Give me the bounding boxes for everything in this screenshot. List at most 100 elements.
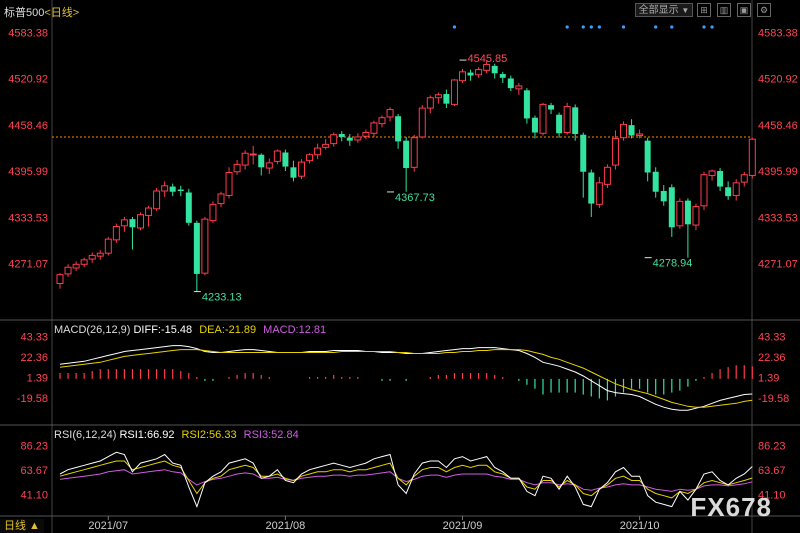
candle-up bbox=[708, 170, 716, 176]
rsi2-value: RSI2:56.33 bbox=[181, 429, 237, 441]
candle-down bbox=[169, 186, 176, 192]
macd-pane: 43.33 43.33 22.36 22.36 1.39 1.39 -19.58 -19.58 bbox=[17, 332, 789, 411]
rsi1-line bbox=[59, 451, 753, 509]
candle-up bbox=[748, 138, 756, 176]
show-all-button[interactable]: 全部显示 ▼ bbox=[635, 3, 693, 17]
candle-up bbox=[64, 266, 72, 275]
candle-up bbox=[676, 200, 684, 227]
period-footer-tag[interactable]: 日线 ▲ bbox=[0, 519, 44, 533]
candle-up bbox=[112, 226, 120, 241]
show-all-label: 全部显示 bbox=[638, 5, 679, 16]
candle-down bbox=[177, 189, 184, 191]
event-marker-dot bbox=[702, 25, 706, 29]
price-pane: 4583.38 4583.38 4520.92 4520.92 4458.46 4458.… bbox=[8, 25, 798, 304]
candle-down bbox=[491, 65, 498, 74]
x-tick-label: 2021/10 bbox=[620, 520, 660, 532]
macd-diff-line bbox=[59, 345, 753, 411]
candle-down bbox=[338, 134, 345, 137]
macd-legend: MACD(26,12,9) DIFF:-15.48 DEA:-21.89 MAC… bbox=[54, 324, 326, 336]
candle-down bbox=[395, 116, 402, 142]
grid-icon[interactable]: ⊞ bbox=[697, 3, 711, 17]
macd-dea-line bbox=[59, 349, 753, 408]
candle-up bbox=[249, 153, 257, 156]
rsi-params: RSI(6,12,24) bbox=[54, 429, 117, 441]
candle-down bbox=[684, 200, 691, 225]
macd-tick-right: 22.36 bbox=[758, 352, 786, 364]
candle-up bbox=[120, 219, 128, 227]
candle-down bbox=[403, 140, 410, 169]
y-tick-label-right: 4458.46 bbox=[758, 120, 798, 132]
candle-up bbox=[539, 103, 547, 134]
event-marker-dot bbox=[565, 25, 569, 29]
rsi2-line bbox=[59, 460, 753, 499]
macd-tick-left: 22.36 bbox=[20, 352, 48, 364]
y-tick-label-right: 4583.38 bbox=[758, 27, 798, 39]
chevron-down-icon: ▼ bbox=[681, 6, 690, 15]
event-marker-dot bbox=[581, 25, 585, 29]
y-tick-label-left: 4333.53 bbox=[8, 212, 48, 224]
macd-tick-left: -19.58 bbox=[17, 393, 48, 405]
candle-down bbox=[628, 125, 635, 136]
candle-up bbox=[434, 94, 442, 99]
event-marker-dot bbox=[670, 25, 674, 29]
candle-down bbox=[129, 219, 136, 228]
candle-up bbox=[72, 263, 80, 269]
candle-down bbox=[258, 154, 265, 168]
candle-up bbox=[603, 166, 611, 185]
macd-dea-value: DEA:-21.89 bbox=[199, 324, 257, 336]
candle-down bbox=[548, 105, 555, 110]
candle-down bbox=[644, 140, 651, 173]
y-tick-label-right: 4271.07 bbox=[758, 258, 798, 270]
candle-up bbox=[153, 190, 161, 210]
candle-up bbox=[740, 174, 748, 183]
candle-up bbox=[459, 71, 466, 82]
candle-up bbox=[201, 218, 209, 274]
x-axis: 2021/07 2021/08 2021/09 2021/10 bbox=[88, 516, 659, 532]
macd-tick-right: 43.33 bbox=[758, 332, 786, 344]
candle-up bbox=[88, 254, 96, 260]
layout-icon[interactable]: ▣ bbox=[737, 3, 751, 17]
candle-down bbox=[346, 137, 353, 141]
candle-down bbox=[572, 107, 579, 134]
chart-header: 标普500<日线> bbox=[4, 4, 79, 20]
candle-up bbox=[595, 182, 603, 205]
candle-up bbox=[354, 136, 362, 141]
candle-up bbox=[475, 69, 483, 76]
event-marker-dot bbox=[589, 25, 593, 29]
y-tick-label-right: 4333.53 bbox=[758, 212, 798, 224]
candle-up bbox=[370, 122, 378, 134]
period-label[interactable]: <日线> bbox=[44, 7, 80, 19]
candle-down bbox=[507, 78, 514, 89]
candle-up bbox=[225, 171, 233, 196]
macd-tick-left: 43.33 bbox=[20, 332, 48, 344]
candle-up bbox=[386, 109, 394, 118]
rsi-tick-left: 63.67 bbox=[20, 465, 48, 477]
settings-icon[interactable]: ⚙ bbox=[757, 3, 771, 17]
rsi-pane: 86.23 86.23 63.67 63.67 41.10 41.10 bbox=[20, 441, 786, 509]
rsi-tick-right: 41.10 bbox=[758, 490, 786, 502]
candle-down bbox=[717, 171, 724, 187]
macd-tick-right: 1.39 bbox=[758, 373, 779, 385]
macd-macd-value: MACD:12.81 bbox=[263, 324, 327, 336]
y-tick-label-left: 4458.46 bbox=[8, 120, 48, 132]
x-tick-label: 2021/07 bbox=[88, 520, 128, 532]
candle-down bbox=[282, 152, 289, 167]
candle-up bbox=[104, 238, 112, 254]
candle-down bbox=[193, 222, 200, 274]
candle-down bbox=[185, 192, 192, 223]
macd-diff-value: DIFF:-15.48 bbox=[133, 324, 193, 336]
candle-down bbox=[660, 191, 667, 202]
candle-up bbox=[265, 162, 273, 169]
y-tick-label-left: 4395.99 bbox=[8, 166, 48, 178]
y-tick-label-left: 4520.92 bbox=[8, 74, 48, 86]
bars-icon[interactable]: ▥ bbox=[717, 3, 731, 17]
candle-up bbox=[96, 252, 104, 257]
candle-up bbox=[636, 133, 644, 136]
candle-up bbox=[137, 214, 144, 229]
candle-up bbox=[362, 132, 370, 137]
price-annotation: 4367.73 bbox=[395, 192, 435, 204]
rsi-tick-left: 41.10 bbox=[20, 490, 48, 502]
candle-down bbox=[725, 187, 732, 197]
